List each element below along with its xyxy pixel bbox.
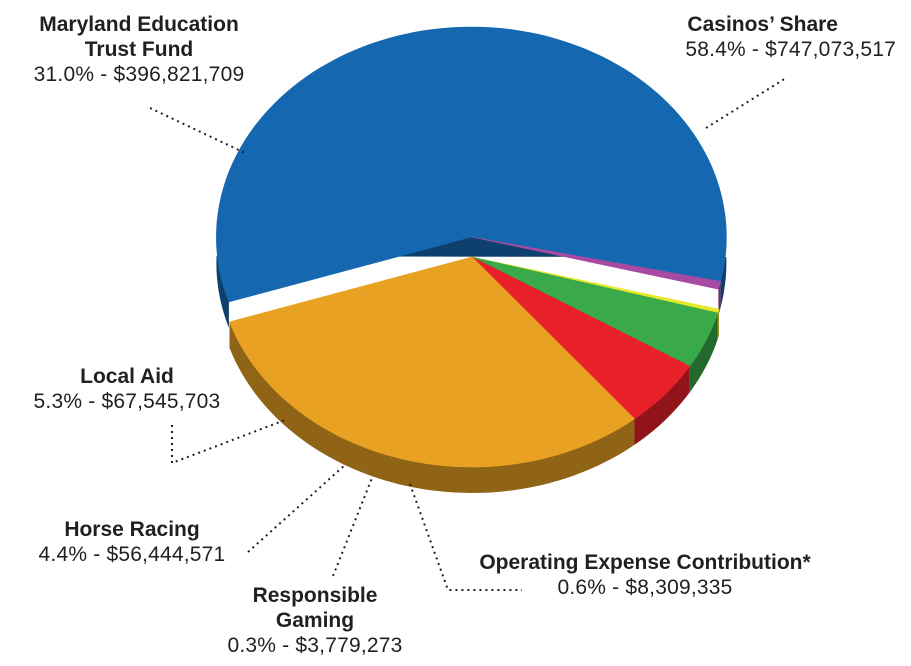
pie-slice-maryland-education-trust-fund — [229, 256, 635, 468]
pie-side-responsible-gaming — [717, 309, 719, 339]
leader-line-education — [149, 107, 246, 154]
label-local-aid: Local Aid 5.3% - $67,545,703 — [6, 364, 248, 414]
label-education-value: 31.0% - $396,821,709 — [33, 63, 245, 86]
pie-slice-operating-expense-contribution — [471, 236, 721, 290]
pie-side-local-aid — [634, 366, 690, 445]
label-local-aid-name: Local Aid — [80, 365, 174, 388]
label-education-trust-fund: Maryland Education Trust Fund 31.0% - $3… — [8, 12, 270, 87]
label-education-name-2: Trust Fund — [84, 38, 194, 61]
pie-side-maryland-education-trust-fund — [229, 321, 635, 493]
label-horse-racing-name: Horse Racing — [64, 518, 200, 541]
leader-lines — [149, 77, 787, 591]
label-responsible-gaming: Responsible Gaming 0.3% - $3,779,273 — [200, 583, 430, 658]
leader-line-horse-racing — [247, 464, 346, 553]
label-responsible-gaming-value: 0.3% - $3,779,273 — [227, 634, 403, 657]
leader-line-responsible-gaming — [332, 477, 373, 577]
label-operating-expense-name: Operating Expense Contribution* — [479, 551, 811, 574]
pie-slice-horse-racing — [471, 256, 719, 367]
pie-side-operating-expense-contribution — [718, 281, 721, 316]
pie-slice-local-aid — [471, 256, 691, 420]
label-operating-expense: Operating Expense Contribution* 0.6% - $… — [470, 550, 820, 600]
label-casinos-share: Casinos’ Share 58.4% - $747,073,517 — [685, 12, 896, 62]
label-casinos-value: 58.4% - $747,073,517 — [685, 38, 896, 61]
leader-line-operating-expense — [409, 483, 522, 591]
leader-line-local-aid — [171, 419, 286, 465]
label-casinos-name: Casinos’ Share — [687, 13, 838, 36]
leader-line-casinos — [705, 77, 787, 129]
label-education-name-1: Maryland Education — [39, 13, 239, 36]
pie-side-horse-racing — [689, 313, 718, 393]
label-local-aid-value: 5.3% - $67,545,703 — [33, 390, 221, 413]
pie-slice-casinos-share — [216, 26, 727, 303]
label-operating-expense-value: 0.6% - $8,309,335 — [557, 576, 733, 599]
label-responsible-gaming-name-2: Gaming — [275, 609, 355, 632]
pie-top-faces — [216, 26, 727, 468]
label-horse-racing: Horse Racing 4.4% - $56,444,571 — [12, 517, 252, 567]
label-horse-racing-value: 4.4% - $56,444,571 — [38, 543, 226, 566]
label-responsible-gaming-name-1: Responsible — [252, 584, 378, 607]
